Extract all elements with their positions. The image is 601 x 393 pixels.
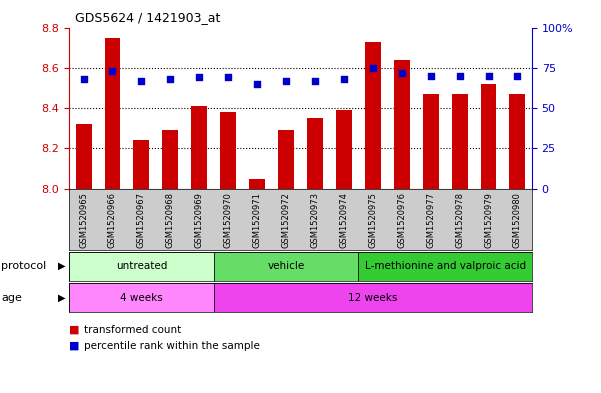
Bar	[76, 124, 91, 189]
Bar	[214, 283, 532, 312]
Text: transformed count: transformed count	[84, 325, 182, 335]
Bar	[133, 140, 150, 189]
Text: protocol: protocol	[1, 261, 46, 271]
Point	[513, 73, 522, 79]
Point	[165, 76, 175, 82]
Point	[484, 73, 493, 79]
Text: vehicle: vehicle	[267, 261, 305, 271]
Text: 4 weeks: 4 weeks	[120, 293, 163, 303]
Text: GSM1520965: GSM1520965	[79, 192, 88, 248]
Bar	[220, 112, 236, 189]
Point	[455, 73, 465, 79]
Text: 12 weeks: 12 weeks	[348, 293, 397, 303]
Bar	[358, 252, 532, 281]
Text: L-methionine and valproic acid: L-methionine and valproic acid	[365, 261, 526, 271]
Text: GSM1520967: GSM1520967	[137, 192, 146, 248]
Text: GSM1520968: GSM1520968	[166, 192, 175, 248]
Bar	[69, 283, 214, 312]
Point	[310, 77, 320, 84]
Bar	[191, 106, 207, 189]
Bar	[394, 60, 410, 189]
Point	[339, 76, 349, 82]
Text: percentile rank within the sample: percentile rank within the sample	[84, 341, 260, 351]
Point	[108, 68, 117, 74]
Point	[397, 70, 406, 76]
Text: ▶: ▶	[58, 261, 66, 271]
Point	[136, 77, 146, 84]
Bar	[162, 130, 178, 189]
Bar	[214, 252, 358, 281]
Bar	[69, 252, 214, 281]
Point	[224, 74, 233, 81]
Text: ■: ■	[69, 341, 79, 351]
Bar	[307, 118, 323, 189]
Text: GDS5624 / 1421903_at: GDS5624 / 1421903_at	[75, 11, 221, 24]
Bar	[105, 38, 120, 189]
Bar	[278, 130, 294, 189]
Text: GSM1520966: GSM1520966	[108, 192, 117, 248]
Text: GSM1520976: GSM1520976	[397, 192, 406, 248]
Bar	[510, 94, 525, 189]
Text: GSM1520975: GSM1520975	[368, 192, 377, 248]
Bar	[423, 94, 439, 189]
Text: GSM1520978: GSM1520978	[455, 192, 464, 248]
Text: GSM1520973: GSM1520973	[311, 192, 320, 248]
Bar	[481, 84, 496, 189]
Text: ■: ■	[69, 325, 79, 335]
Bar	[249, 178, 265, 189]
Text: age: age	[1, 293, 22, 303]
Bar	[336, 110, 352, 189]
Point	[281, 77, 291, 84]
Point	[426, 73, 436, 79]
Text: untreated: untreated	[116, 261, 167, 271]
Text: ▶: ▶	[58, 293, 66, 303]
Point	[368, 64, 377, 71]
Text: GSM1520974: GSM1520974	[340, 192, 349, 248]
Point	[79, 76, 88, 82]
Text: GSM1520979: GSM1520979	[484, 192, 493, 248]
Text: GSM1520969: GSM1520969	[195, 192, 204, 248]
Bar	[365, 42, 381, 189]
Point	[252, 81, 262, 87]
Text: GSM1520980: GSM1520980	[513, 192, 522, 248]
Text: GSM1520971: GSM1520971	[252, 192, 261, 248]
Bar	[451, 94, 468, 189]
Text: GSM1520970: GSM1520970	[224, 192, 233, 248]
Point	[195, 74, 204, 81]
Text: GSM1520977: GSM1520977	[426, 192, 435, 248]
Text: GSM1520972: GSM1520972	[281, 192, 290, 248]
